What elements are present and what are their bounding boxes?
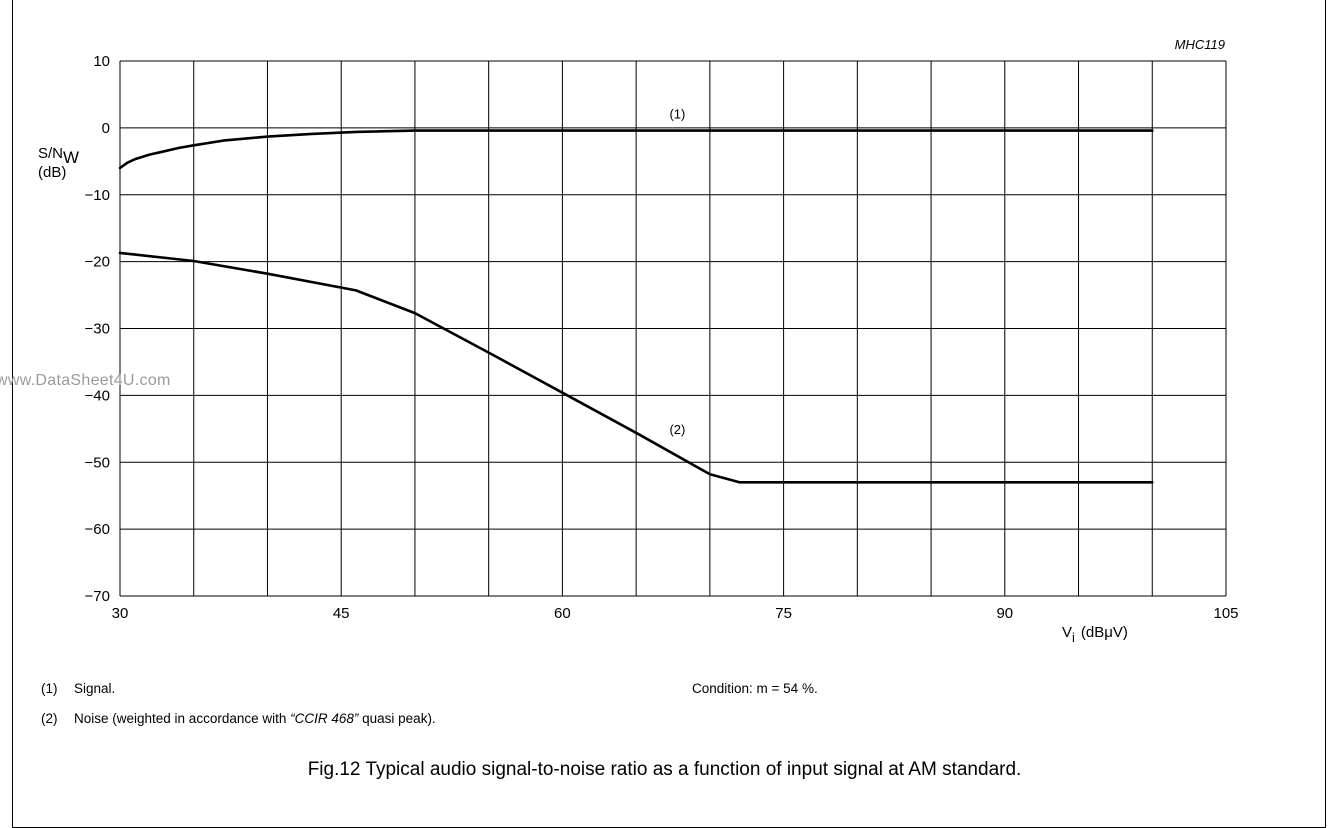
note-noise-text-start: Noise (weighted in accordance with — [74, 711, 291, 726]
axis-text: 30 45 60 75 90 105 10 0 −10 −20 −30 −40 −50 −60 −70 — [85, 53, 1239, 622]
note-signal: (1) Signal. — [41, 681, 115, 696]
chart: (1) (2) 30 45 60 75 90 105 10 0 −10 −20 −30 −40 −50 −6… — [38, 37, 1239, 645]
figure-caption: Fig.12 Typical audio signal-to-noise rat… — [307, 759, 1022, 780]
x-axis-label-main: V — [1062, 624, 1072, 641]
y-tick-label: −70 — [85, 588, 110, 605]
series-line-2 — [118, 251, 1154, 484]
y-tick-label: −30 — [85, 321, 110, 338]
series-marker-1: (1) — [669, 107, 685, 122]
x-tick-label: 90 — [996, 605, 1013, 622]
y-axis-label-sub: W — [63, 148, 79, 167]
note-noise-number: (2) — [41, 711, 58, 726]
y-tick-label: 10 — [93, 53, 110, 70]
x-tick-label: 45 — [333, 605, 350, 622]
series-line-1 — [118, 129, 1154, 170]
note-signal-text: Signal. — [74, 681, 116, 696]
y-tick-label: 0 — [102, 120, 110, 137]
series-layer: (1) (2) — [118, 107, 1154, 484]
y-tick-label: −10 — [85, 187, 110, 204]
x-axis-label: Vi (dBμV) — [1062, 624, 1128, 645]
x-tick-label: 30 — [112, 605, 129, 622]
chart-grid — [119, 60, 1227, 597]
x-axis-label-sub: i — [1072, 630, 1075, 645]
y-tick-label: −50 — [85, 454, 110, 471]
y-tick-label: −60 — [85, 521, 110, 538]
note-noise-text-end: quasi peak). — [358, 711, 436, 726]
series-marker-2: (2) — [669, 422, 685, 437]
y-axis-unit: (dB) — [38, 164, 66, 181]
x-tick-label: 75 — [775, 605, 792, 622]
y-axis-label-main: S/N — [38, 145, 63, 162]
y-axis-label: S/NW — [38, 145, 79, 167]
x-axis-label-unit: (dBμV) — [1081, 624, 1128, 641]
y-tick-label: −40 — [85, 387, 110, 404]
note-signal-number: (1) — [41, 681, 58, 696]
figure-code: MHC119 — [1175, 37, 1225, 52]
x-tick-label: 105 — [1213, 605, 1238, 622]
x-tick-label: 60 — [554, 605, 571, 622]
note-noise-standard: “CCIR 468” — [290, 711, 359, 726]
note-noise: (2) Noise (weighted in accordance with “C… — [41, 711, 436, 726]
condition-note: Condition: m = 54 %. — [692, 681, 818, 696]
y-tick-label: −20 — [85, 254, 110, 271]
watermark: www.DataSheet4U.com — [0, 372, 171, 389]
